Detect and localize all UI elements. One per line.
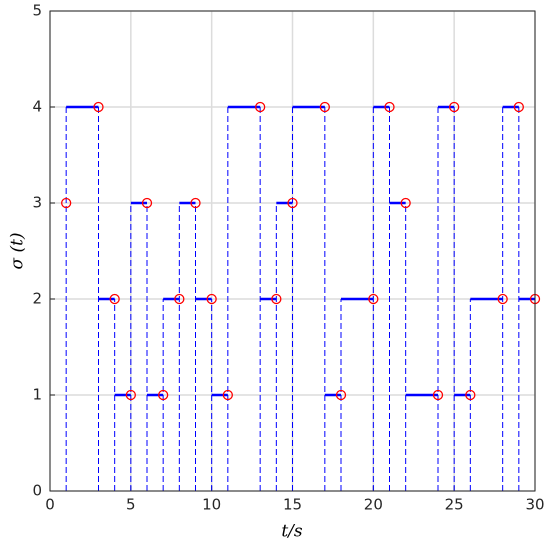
x-tick-label: 5 (126, 496, 136, 514)
x-tick-label: 30 (525, 496, 544, 514)
x-tick-label: 10 (202, 496, 221, 514)
x-tick-label: 20 (364, 496, 383, 514)
switch-point (513, 101, 524, 113)
switch-point (158, 389, 169, 401)
y-tick-label: 0 (32, 482, 42, 500)
switch-point (206, 293, 217, 305)
switch-point (465, 389, 476, 401)
y-tick-label: 5 (32, 2, 42, 20)
switch-point (222, 389, 233, 401)
switch-point (319, 101, 330, 113)
switch-point (400, 197, 411, 209)
plot-frame (49, 10, 536, 492)
y-tick-label: 1 (32, 386, 42, 404)
switch-point (335, 389, 347, 401)
x-tick-label: 0 (45, 496, 55, 514)
switch-point (287, 197, 298, 209)
switch-point (125, 389, 136, 401)
x-tick-label: 25 (445, 496, 464, 514)
switch-point (61, 197, 72, 209)
y-tick-label: 3 (32, 194, 42, 212)
switch-point (368, 293, 379, 305)
switch-point (271, 293, 282, 305)
switch-point (174, 293, 185, 305)
switch-point (432, 389, 444, 401)
switch-point (93, 101, 104, 113)
switch-point (384, 101, 395, 113)
y-tick-label: 4 (32, 98, 42, 116)
switch-point (255, 101, 266, 113)
y-axis-label: σ (t) (8, 232, 28, 269)
x-tick-label: 15 (283, 496, 302, 514)
switch-point (449, 101, 460, 113)
switch-point (190, 197, 201, 209)
switch-point (497, 293, 508, 305)
x-axis-label: t/s (281, 522, 303, 542)
switch-point (141, 197, 153, 209)
y-tick-label: 2 (32, 290, 42, 308)
switch-point (109, 293, 120, 305)
